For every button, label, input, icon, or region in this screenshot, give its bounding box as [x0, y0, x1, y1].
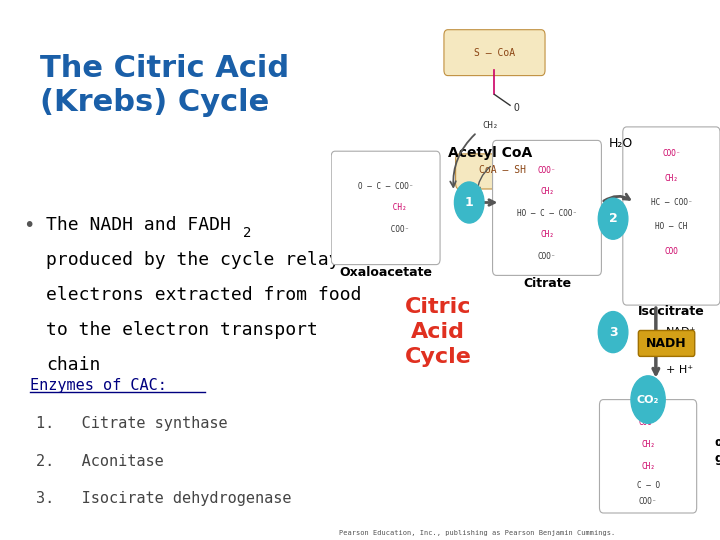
Text: electrons extracted from food: electrons extracted from food [46, 286, 361, 304]
Text: HO — CH: HO — CH [655, 222, 688, 231]
Text: HO — C — COO⁻: HO — C — COO⁻ [517, 209, 577, 218]
Text: α-Keto-
glutarate: α-Keto- glutarate [714, 436, 720, 465]
Text: CO₂: CO₂ [637, 395, 660, 404]
Text: O: O [514, 103, 520, 113]
Circle shape [631, 376, 665, 423]
Text: chain: chain [46, 356, 101, 374]
Text: CH₂: CH₂ [540, 231, 554, 239]
Text: COO: COO [665, 247, 678, 255]
FancyBboxPatch shape [623, 127, 720, 305]
Text: Citric
Acid
Cycle: Citric Acid Cycle [405, 298, 472, 367]
Text: 2: 2 [243, 226, 252, 240]
Text: COO⁻: COO⁻ [639, 497, 657, 505]
Circle shape [598, 312, 628, 353]
Text: The Citric Acid
(Krebs) Cycle: The Citric Acid (Krebs) Cycle [40, 54, 289, 117]
Text: Isocitrate: Isocitrate [638, 305, 705, 318]
FancyBboxPatch shape [600, 400, 697, 513]
FancyBboxPatch shape [492, 140, 601, 275]
Text: O — C — COO⁻: O — C — COO⁻ [358, 182, 413, 191]
Text: COO⁻: COO⁻ [538, 252, 557, 261]
Text: Oxaloacetate: Oxaloacetate [339, 266, 432, 279]
FancyBboxPatch shape [456, 154, 549, 189]
Text: COO⁻: COO⁻ [662, 150, 680, 158]
FancyBboxPatch shape [639, 330, 695, 356]
Text: 3.   Isocirate dehydrogenase: 3. Isocirate dehydrogenase [37, 491, 292, 507]
Text: Enzymes of CAC:: Enzymes of CAC: [30, 378, 167, 393]
Text: COO⁻: COO⁻ [639, 418, 657, 427]
Text: CH₂: CH₂ [665, 174, 678, 183]
Text: H₂O: H₂O [608, 137, 633, 150]
Circle shape [598, 198, 628, 239]
Text: CH₂: CH₂ [482, 122, 499, 131]
Text: CH₂: CH₂ [540, 187, 554, 196]
Text: 2: 2 [608, 212, 618, 225]
Text: The NADH and FADH: The NADH and FADH [46, 216, 231, 234]
Text: produced by the cycle relay: produced by the cycle relay [46, 251, 340, 269]
Text: NADH: NADH [646, 337, 687, 350]
Text: CH₂: CH₂ [365, 204, 407, 212]
Text: S — CoA: S — CoA [474, 48, 515, 58]
Text: 1: 1 [465, 196, 474, 209]
Text: NAD⁺: NAD⁺ [666, 327, 696, 337]
Text: Acetyl CoA: Acetyl CoA [449, 146, 533, 160]
Text: 2.   Aconitase: 2. Aconitase [37, 454, 164, 469]
Text: C — O: C — O [636, 482, 660, 490]
FancyBboxPatch shape [331, 151, 440, 265]
Circle shape [454, 182, 484, 223]
Text: COO⁻: COO⁻ [362, 225, 409, 234]
Text: 3: 3 [609, 326, 617, 339]
Text: 1.   Citrate synthase: 1. Citrate synthase [37, 416, 228, 431]
Text: Citrate: Citrate [523, 277, 571, 290]
Text: HC — COO⁻: HC — COO⁻ [651, 198, 692, 207]
Text: + H⁺: + H⁺ [665, 365, 693, 375]
Text: to the electron transport: to the electron transport [46, 321, 318, 339]
Text: CH₂: CH₂ [641, 462, 655, 470]
Text: CH₂: CH₂ [641, 440, 655, 449]
Text: COO⁻: COO⁻ [538, 166, 557, 174]
Text: •: • [23, 216, 35, 235]
Text: CoA — SH: CoA — SH [479, 165, 526, 175]
FancyBboxPatch shape [444, 30, 545, 76]
Text: Pearson Education, Inc., publishing as Pearson Benjamin Cummings.: Pearson Education, Inc., publishing as P… [339, 530, 615, 536]
